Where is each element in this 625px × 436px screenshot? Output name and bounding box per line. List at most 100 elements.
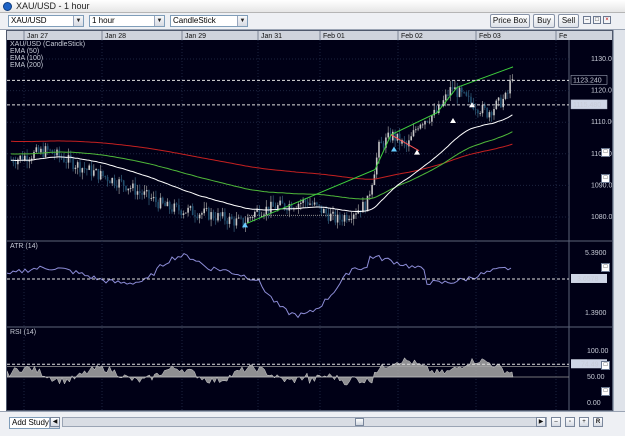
candle-body <box>433 109 435 116</box>
candle-body <box>364 201 366 212</box>
candle-body <box>210 212 212 220</box>
candle-body <box>454 87 456 90</box>
candle-body <box>256 208 258 212</box>
atr-panel-expand-icon[interactable]: □ <box>601 263 610 272</box>
candle-body <box>490 112 493 116</box>
chart-canvas[interactable]: Jan 27 Jan 28 Jan 29 Jan 31 Feb 01 Feb 02 Feb … <box>6 30 613 411</box>
candle-body <box>456 87 458 97</box>
candle-body <box>150 198 153 199</box>
zoom-slider-icon[interactable]: ▫ <box>565 417 575 427</box>
date-label: Jan 27 <box>27 33 48 40</box>
rsi-panel-expand-icon[interactable]: □ <box>601 361 610 370</box>
candle-body <box>240 217 242 219</box>
candle-body <box>194 215 196 217</box>
chart-type-select[interactable]: CandleStick ▼ <box>170 15 248 27</box>
candle-body <box>313 202 316 205</box>
candle-body <box>463 92 465 93</box>
candle-body <box>65 161 67 163</box>
candle-body <box>17 159 19 165</box>
candle-body <box>76 162 79 168</box>
symbol-select[interactable]: XAU/USD ▼ <box>8 15 84 27</box>
candle-body <box>21 155 24 161</box>
candle-body <box>157 202 159 209</box>
candle-body <box>277 205 279 210</box>
candle-body <box>162 197 164 203</box>
candle-body <box>415 129 417 131</box>
ema100-line <box>10 131 513 200</box>
chevron-down-icon[interactable]: ▼ <box>73 16 83 26</box>
close-icon[interactable]: × <box>603 16 611 24</box>
candle-body <box>178 204 180 211</box>
candle-body <box>102 170 104 176</box>
candle-body <box>152 196 155 199</box>
candle-body <box>132 183 134 189</box>
minimize-icon[interactable]: – <box>583 16 591 24</box>
chevron-down-icon[interactable]: ▼ <box>154 16 164 26</box>
candles-group <box>10 74 514 232</box>
scroll-left-icon[interactable]: ◀ <box>50 417 60 427</box>
timeframe-value: 1 hour <box>92 16 115 25</box>
candle-body <box>166 201 169 207</box>
candle-body <box>405 142 408 147</box>
timeframe-select[interactable]: 1 hour ▼ <box>89 15 165 27</box>
maximize-icon[interactable]: □ <box>593 16 601 24</box>
rsi-panel-collapse-icon[interactable]: □ <box>601 387 610 396</box>
candle-body <box>279 200 281 206</box>
scrollbar-thumb[interactable] <box>355 418 364 426</box>
chevron-down-icon[interactable]: ▼ <box>237 16 247 26</box>
zoom-in-icon[interactable]: + <box>579 417 589 427</box>
candle-body <box>214 218 217 221</box>
price-tick-label: 1090.00 <box>591 182 613 189</box>
zoom-out-icon[interactable]: – <box>551 417 561 427</box>
candle-body <box>311 203 314 205</box>
candle-body <box>33 151 35 159</box>
reset-button[interactable]: R <box>593 417 603 427</box>
candle-body <box>438 104 440 113</box>
candle-body <box>477 110 479 114</box>
price-panel-expand-icon[interactable]: □ <box>601 148 610 157</box>
candle-body <box>143 191 146 195</box>
date-header <box>7 31 612 40</box>
add-study-label: Add Study <box>12 418 49 427</box>
window-titlebar: XAU/USD - 1 hour <box>0 0 625 13</box>
candle-body <box>231 216 233 219</box>
candle-body <box>125 185 127 191</box>
candle-body <box>97 169 100 180</box>
candle-body <box>382 143 385 148</box>
candle-body <box>187 207 189 213</box>
price-panel-collapse-icon[interactable]: □ <box>601 174 610 183</box>
candle-body <box>136 191 139 195</box>
buy-button[interactable]: Buy <box>533 14 555 28</box>
candle-body <box>408 140 410 147</box>
candle-body <box>104 175 107 177</box>
candle-body <box>403 139 406 143</box>
candle-body <box>458 87 461 97</box>
price-box-button[interactable]: Price Box <box>490 14 530 28</box>
candle-body <box>396 133 399 141</box>
candle-body <box>168 201 171 210</box>
candle-body <box>493 109 495 116</box>
candle-body <box>90 165 93 176</box>
price-tick-label: 1120.00 <box>591 88 613 95</box>
candle-body <box>155 196 157 203</box>
sell-button[interactable]: Sell <box>558 14 579 28</box>
candle-body <box>185 212 187 214</box>
ema200-line <box>10 140 513 180</box>
candle-body <box>431 115 433 122</box>
price-tick-label: 1080.00 <box>591 214 613 221</box>
candle-body <box>435 109 438 113</box>
candle-body <box>449 87 452 97</box>
candle-body <box>260 216 263 217</box>
scroll-right-icon[interactable]: ▶ <box>536 417 546 427</box>
candle-body <box>488 112 491 118</box>
candle-body <box>272 201 274 207</box>
candle-body <box>447 94 449 97</box>
price-marker-value: 1115.480 <box>573 102 601 109</box>
candle-body <box>281 200 284 204</box>
symbol-value: XAU/USD <box>11 16 47 25</box>
candle-body <box>134 183 136 195</box>
candle-body <box>502 98 504 108</box>
horizontal-scrollbar[interactable] <box>62 417 547 427</box>
candle-body <box>470 96 472 103</box>
window-title: XAU/USD - 1 hour <box>16 1 90 11</box>
